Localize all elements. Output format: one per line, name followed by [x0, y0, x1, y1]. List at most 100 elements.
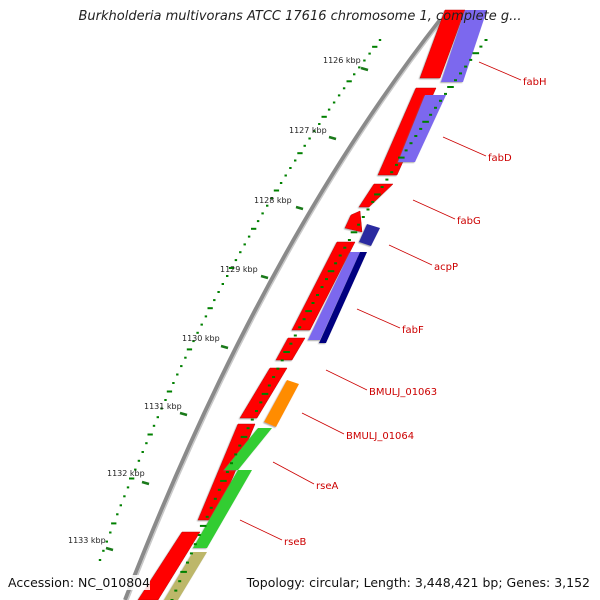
cds-feature[interactable] — [275, 337, 306, 361]
tick-label: 1133 kbp — [68, 536, 106, 545]
gc-dot — [366, 208, 370, 211]
leader-line — [478, 61, 522, 81]
gc-dot — [472, 52, 480, 55]
gc-dot — [256, 220, 260, 223]
gene-label-fabG[interactable]: fabG — [457, 216, 481, 227]
gene-label-rseA[interactable]: rseA — [316, 481, 338, 492]
gc-dot — [313, 130, 316, 133]
gc-dot — [261, 212, 264, 215]
gc-dot — [213, 299, 216, 302]
gc-dot — [240, 435, 248, 438]
leader-line — [388, 244, 433, 266]
blast-hit[interactable] — [224, 428, 272, 470]
blast-hit[interactable] — [164, 552, 207, 600]
gc-dot — [334, 262, 338, 265]
gene-leaders — [239, 61, 522, 541]
gc-dot — [311, 302, 315, 304]
gc-dot — [305, 310, 312, 313]
gc-dot — [225, 471, 229, 473]
tick-marks — [105, 66, 369, 552]
leader-line — [301, 412, 345, 435]
gc-dot — [228, 267, 235, 269]
accession-text: Accession: NC_010804 — [8, 575, 151, 590]
gc-dot — [337, 94, 341, 97]
gc-dot — [267, 384, 271, 387]
gc-dot — [484, 39, 488, 41]
gene-label-fabF[interactable]: fabF — [402, 325, 424, 336]
blast-hit[interactable] — [441, 10, 487, 82]
gene-label-rseB[interactable]: rseB — [284, 537, 306, 548]
gc-dot — [357, 223, 361, 226]
gene-label-bmulj-01064[interactable]: BMULJ_01064 — [346, 431, 414, 442]
cds-feature[interactable] — [419, 9, 466, 79]
gc-dot — [464, 65, 468, 68]
gc-dot — [358, 66, 361, 69]
tick-label: 1130 kbp — [182, 334, 220, 343]
gc-dot — [368, 52, 371, 55]
gc-dot — [164, 399, 167, 401]
cds-feature[interactable] — [137, 531, 201, 600]
gc-dot — [147, 433, 153, 436]
gc-dot — [459, 72, 462, 75]
leader-line — [325, 369, 368, 391]
tick-label: 1129 kbp — [220, 265, 258, 274]
gc-dot — [363, 59, 366, 62]
gc-dot — [327, 108, 331, 111]
backbone-arc-highlight — [127, 19, 444, 600]
gene-label-fabD[interactable]: fabD — [488, 153, 512, 164]
gc-dot — [119, 504, 122, 507]
leader-line — [442, 136, 487, 157]
blast-hit[interactable] — [359, 224, 380, 246]
gc-dot — [192, 340, 195, 343]
gc-dot — [378, 39, 382, 41]
gc-dot — [250, 418, 254, 421]
gc-dot — [234, 453, 238, 456]
gc-dot — [447, 86, 454, 88]
gc-dot — [193, 543, 197, 546]
gc-dot — [353, 73, 356, 76]
tick-mark — [141, 480, 150, 486]
gc-dot — [129, 477, 135, 480]
gc-dot — [180, 570, 187, 573]
gc-dot — [126, 486, 130, 489]
tick-mark — [360, 66, 369, 72]
gc-dot — [294, 159, 297, 162]
gc-dot — [318, 123, 321, 125]
gc-dot — [98, 559, 102, 561]
cds-feature[interactable] — [358, 183, 394, 208]
gc-dot — [284, 174, 287, 177]
gc-dot — [422, 120, 429, 123]
gc-dot — [325, 278, 328, 281]
gc-dot — [246, 427, 250, 430]
gc-dot — [380, 186, 384, 188]
blast-hit[interactable] — [308, 252, 360, 340]
gc-dot — [372, 45, 378, 48]
cds-track — [137, 9, 466, 600]
gc-dot — [297, 152, 303, 155]
tick-labels: 1126 kbp 1127 kbp 1128 kbp 1129 kbp 1130… — [68, 56, 361, 545]
blast-hit[interactable] — [264, 380, 299, 427]
gene-label-bmulj-01063[interactable]: BMULJ_01063 — [369, 387, 437, 398]
tick-mark — [328, 135, 337, 141]
gc-dot — [230, 462, 233, 465]
backbone-arc — [123, 18, 442, 600]
gene-label-acpP[interactable]: acpP — [434, 262, 458, 273]
gc-dot — [259, 401, 263, 404]
gc-dot — [395, 163, 398, 166]
tick-mark — [260, 274, 269, 280]
gc-dot — [234, 259, 238, 262]
gc-dot — [186, 348, 193, 351]
gc-dot — [419, 127, 423, 130]
gc-dot — [178, 580, 182, 583]
gene-label-fabH[interactable]: fabH — [523, 77, 547, 88]
cds-feature[interactable] — [344, 210, 363, 233]
gc-dot — [102, 549, 105, 552]
gc-dot — [239, 251, 242, 254]
gc-dot — [276, 367, 280, 370]
gc-dot — [404, 149, 408, 152]
gc-dot — [302, 318, 306, 321]
blast-hit[interactable] — [319, 252, 367, 343]
gc-dot — [398, 156, 405, 159]
gc-dot — [409, 142, 413, 145]
blast-hit[interactable] — [193, 470, 252, 548]
